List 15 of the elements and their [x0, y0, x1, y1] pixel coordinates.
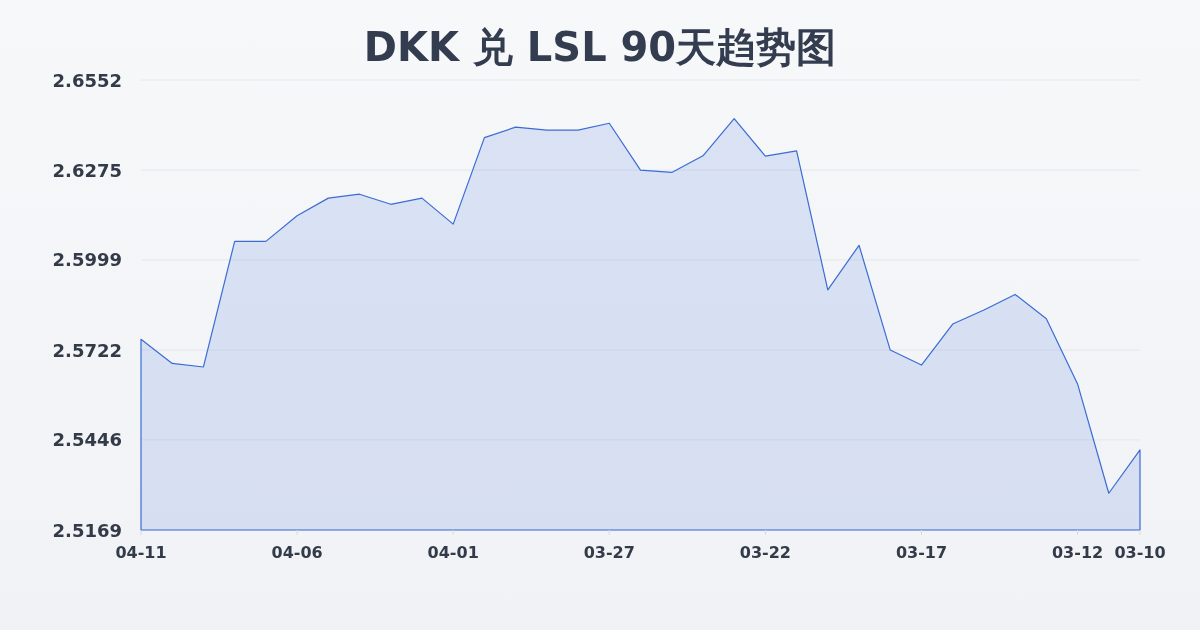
y-tick-label: 2.5722 [52, 339, 122, 361]
x-tick-label: 04-06 [271, 542, 323, 562]
x-tick-label: 04-11 [115, 542, 167, 562]
y-tick-label: 2.5999 [52, 249, 122, 271]
y-tick-label: 2.5446 [52, 429, 122, 451]
x-tick-label: 03-12 [1051, 542, 1104, 562]
title: DKK 兑 LSL 90天趋势图 [363, 24, 837, 70]
x-tick-label: 03-10 [1114, 542, 1166, 562]
x-tick-label: 03-17 [895, 542, 948, 562]
y-tick-label: 2.6552 [52, 69, 122, 91]
y-tick-label: 2.5169 [52, 519, 122, 541]
x-tick-label: 03-27 [583, 542, 635, 562]
y-tick-label: 2.6275 [52, 159, 122, 181]
x-tick-label: 03-22 [739, 542, 791, 562]
x-tick-label: 04-01 [427, 542, 479, 562]
